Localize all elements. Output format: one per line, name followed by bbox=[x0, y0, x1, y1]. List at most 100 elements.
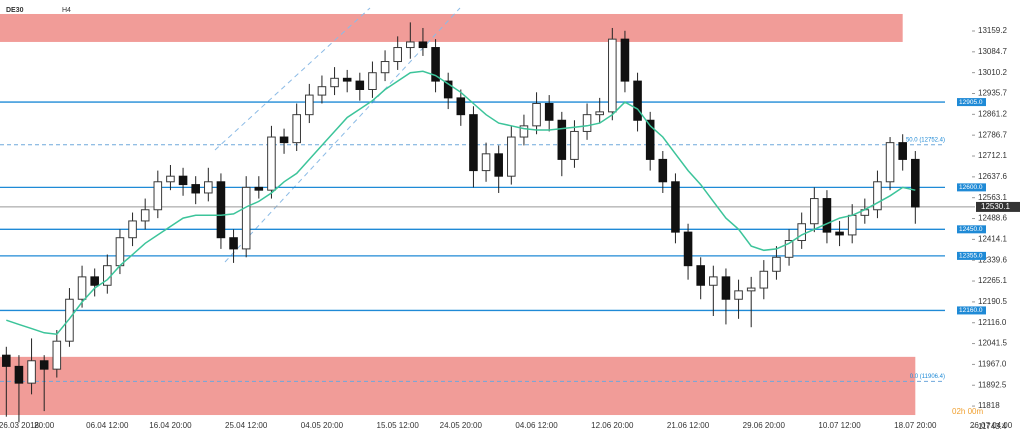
y-tick-label: 11892.5 bbox=[978, 380, 1007, 389]
x-tick-label: 26.03 2018 bbox=[0, 421, 40, 430]
background-layer bbox=[0, 13, 916, 416]
x-tick-label: 04.05 20:00 bbox=[301, 421, 344, 430]
x-tick-label: 25.04 12:00 bbox=[225, 421, 268, 430]
candle-body bbox=[507, 136, 516, 177]
x-tick-label: 29.06 20:00 bbox=[743, 421, 786, 430]
y-tick-label: 12563.1 bbox=[978, 193, 1007, 202]
candle-body bbox=[620, 38, 630, 82]
y-tick-label: 13084.7 bbox=[978, 47, 1007, 56]
candle-body bbox=[393, 47, 402, 63]
y-tick-label: 12637.6 bbox=[978, 172, 1007, 181]
candle-body bbox=[911, 158, 920, 208]
x-tick-label: 10.07 12:00 bbox=[818, 421, 861, 430]
level-tag bbox=[957, 306, 986, 315]
timeframe: H4 bbox=[62, 7, 71, 14]
candle-body bbox=[582, 114, 592, 132]
candle-body bbox=[570, 130, 579, 160]
level-label: 12355.0 bbox=[959, 253, 983, 260]
countdown: 02h 00m bbox=[952, 407, 983, 416]
x-tick-label: 12.06 20:00 bbox=[591, 421, 634, 430]
candle-body bbox=[822, 198, 832, 233]
zone bbox=[0, 13, 903, 42]
candle-body bbox=[380, 61, 390, 74]
candle-body bbox=[443, 80, 453, 99]
x-tick-label: 16.04 20:00 bbox=[149, 421, 192, 430]
candle-body bbox=[39, 360, 49, 370]
candle-body bbox=[178, 175, 188, 186]
candle-body bbox=[77, 276, 87, 300]
x-tick-label: 15.05 12:00 bbox=[377, 421, 420, 430]
current-price-label: 12530.1 bbox=[981, 202, 1010, 211]
level-tag bbox=[957, 183, 986, 192]
candle-body bbox=[658, 158, 668, 183]
candle-body bbox=[810, 198, 819, 225]
current-price-tag bbox=[976, 201, 1020, 212]
candle-body bbox=[456, 97, 466, 116]
candle-body bbox=[431, 47, 440, 82]
candle-body bbox=[27, 360, 36, 384]
candle-body bbox=[279, 136, 289, 144]
x-tick-label: 26.07 04:00 bbox=[970, 421, 1013, 430]
candle-body bbox=[469, 114, 478, 172]
candle-body bbox=[734, 290, 743, 300]
candle-body bbox=[873, 181, 882, 211]
candle-body bbox=[847, 214, 857, 236]
y-tick-label: 12339.6 bbox=[978, 255, 1007, 264]
candle-body bbox=[204, 181, 213, 194]
candle-body bbox=[216, 181, 226, 239]
x-tick-label: 06.04 12:00 bbox=[86, 421, 129, 430]
fib-label: 0.0 (11906.4) bbox=[910, 374, 945, 380]
candle-body bbox=[645, 119, 655, 160]
candle-body bbox=[671, 181, 680, 233]
candle-body bbox=[254, 186, 264, 191]
symbol: DE30 bbox=[6, 7, 24, 14]
x-tick-label: 21.06 12:00 bbox=[667, 421, 710, 430]
channel-line bbox=[214, 7, 371, 151]
zone bbox=[0, 356, 916, 416]
y-tick-label: 12488.6 bbox=[978, 214, 1007, 223]
candle-body bbox=[317, 86, 327, 96]
y-tick-label: 11818 bbox=[978, 401, 1000, 410]
y-tick-label: 11743.4 bbox=[978, 422, 1007, 431]
y-tick-label: 12265.1 bbox=[978, 276, 1007, 285]
candle-body bbox=[532, 102, 541, 127]
y-tick-label: 12414.1 bbox=[978, 234, 1007, 243]
candle-body bbox=[14, 365, 24, 384]
candle-body bbox=[721, 276, 731, 300]
candle-body bbox=[418, 41, 428, 49]
level-tag bbox=[957, 98, 986, 107]
candle-body bbox=[115, 237, 125, 267]
y-tick-label: 12935.7 bbox=[978, 89, 1007, 98]
candle-body bbox=[885, 142, 895, 183]
y-tick-label: 13010.2 bbox=[978, 68, 1007, 77]
candle-body bbox=[342, 77, 352, 82]
candle-body bbox=[267, 136, 276, 191]
y-tick-label: 12041.5 bbox=[978, 339, 1007, 348]
candle-body bbox=[191, 184, 200, 194]
y-tick-label: 12786.7 bbox=[978, 130, 1007, 139]
candle-body bbox=[608, 38, 617, 113]
candle-body bbox=[746, 287, 756, 292]
candle-body bbox=[835, 231, 844, 236]
channel-line bbox=[224, 7, 461, 263]
level-label: 12905.0 bbox=[959, 99, 983, 106]
candle-body bbox=[2, 354, 11, 367]
candle-body bbox=[330, 77, 339, 88]
candle-body bbox=[898, 142, 907, 160]
level-tag bbox=[957, 225, 986, 234]
candle-body bbox=[166, 175, 175, 183]
y-tick-label: 12190.5 bbox=[978, 297, 1007, 306]
candle-body bbox=[557, 119, 567, 160]
level-tag bbox=[957, 251, 986, 260]
candle-body bbox=[759, 270, 769, 289]
candle-body bbox=[368, 72, 377, 90]
candle-body bbox=[305, 94, 314, 116]
candle-body bbox=[406, 41, 415, 49]
candle-body bbox=[494, 153, 503, 177]
candle-body bbox=[140, 209, 150, 222]
candle-body bbox=[153, 181, 163, 211]
candle-body bbox=[65, 298, 74, 342]
candle-body bbox=[481, 153, 491, 172]
candle-body bbox=[633, 80, 642, 121]
y-tick-label: 11967.0 bbox=[978, 360, 1007, 369]
